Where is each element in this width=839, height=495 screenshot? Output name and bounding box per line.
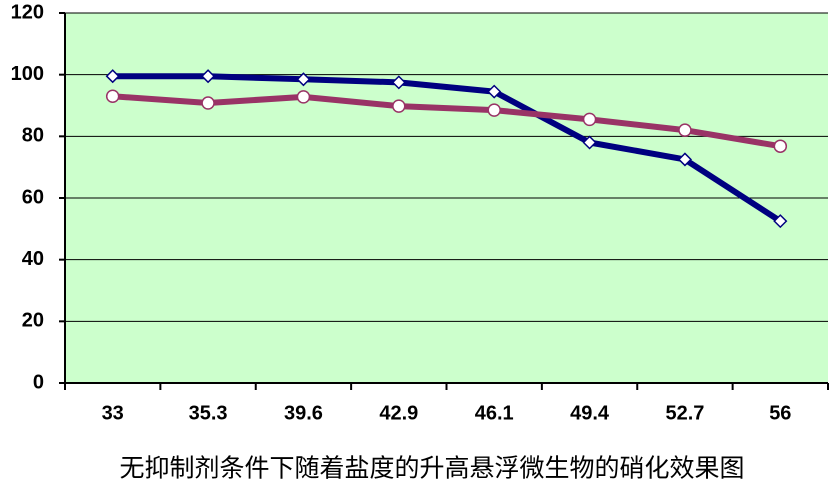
y-tick-label: 60 <box>22 186 44 208</box>
marker <box>582 112 597 127</box>
x-tick-label: 39.6 <box>284 402 323 424</box>
marker <box>105 89 120 103</box>
series-line <box>112 73 782 224</box>
y-tick-label: 120 <box>11 1 44 23</box>
x-tick-label: 56 <box>769 402 791 424</box>
x-tick-label: 42.9 <box>379 402 418 424</box>
marker <box>201 96 215 110</box>
marker <box>487 103 501 117</box>
marker <box>105 69 120 84</box>
y-tick-label: 100 <box>11 63 44 85</box>
marker <box>678 123 692 137</box>
marker <box>201 69 216 84</box>
x-tick-label: 46.1 <box>475 402 514 424</box>
marker <box>773 139 788 153</box>
y-tick-label: 40 <box>22 248 44 270</box>
marker <box>296 90 311 104</box>
y-tick-label: 80 <box>22 125 44 147</box>
marker <box>487 84 502 99</box>
y-tick-label: 0 <box>33 371 44 393</box>
marker <box>296 72 311 87</box>
x-tick-label: 49.4 <box>570 402 610 424</box>
chart-title: 无抑制剂条件下随着盐度的升高悬浮微生物的硝化效果图 <box>119 455 744 483</box>
marker <box>773 214 788 229</box>
marker <box>392 99 406 113</box>
x-tick-label: 52.7 <box>665 402 704 424</box>
marker <box>677 152 692 167</box>
x-tick-label: 33 <box>102 402 124 424</box>
marker <box>582 135 597 150</box>
marker <box>391 75 406 90</box>
x-tick-label: 35.3 <box>189 402 228 424</box>
y-tick-label: 20 <box>22 310 44 332</box>
series-line <box>112 93 781 150</box>
